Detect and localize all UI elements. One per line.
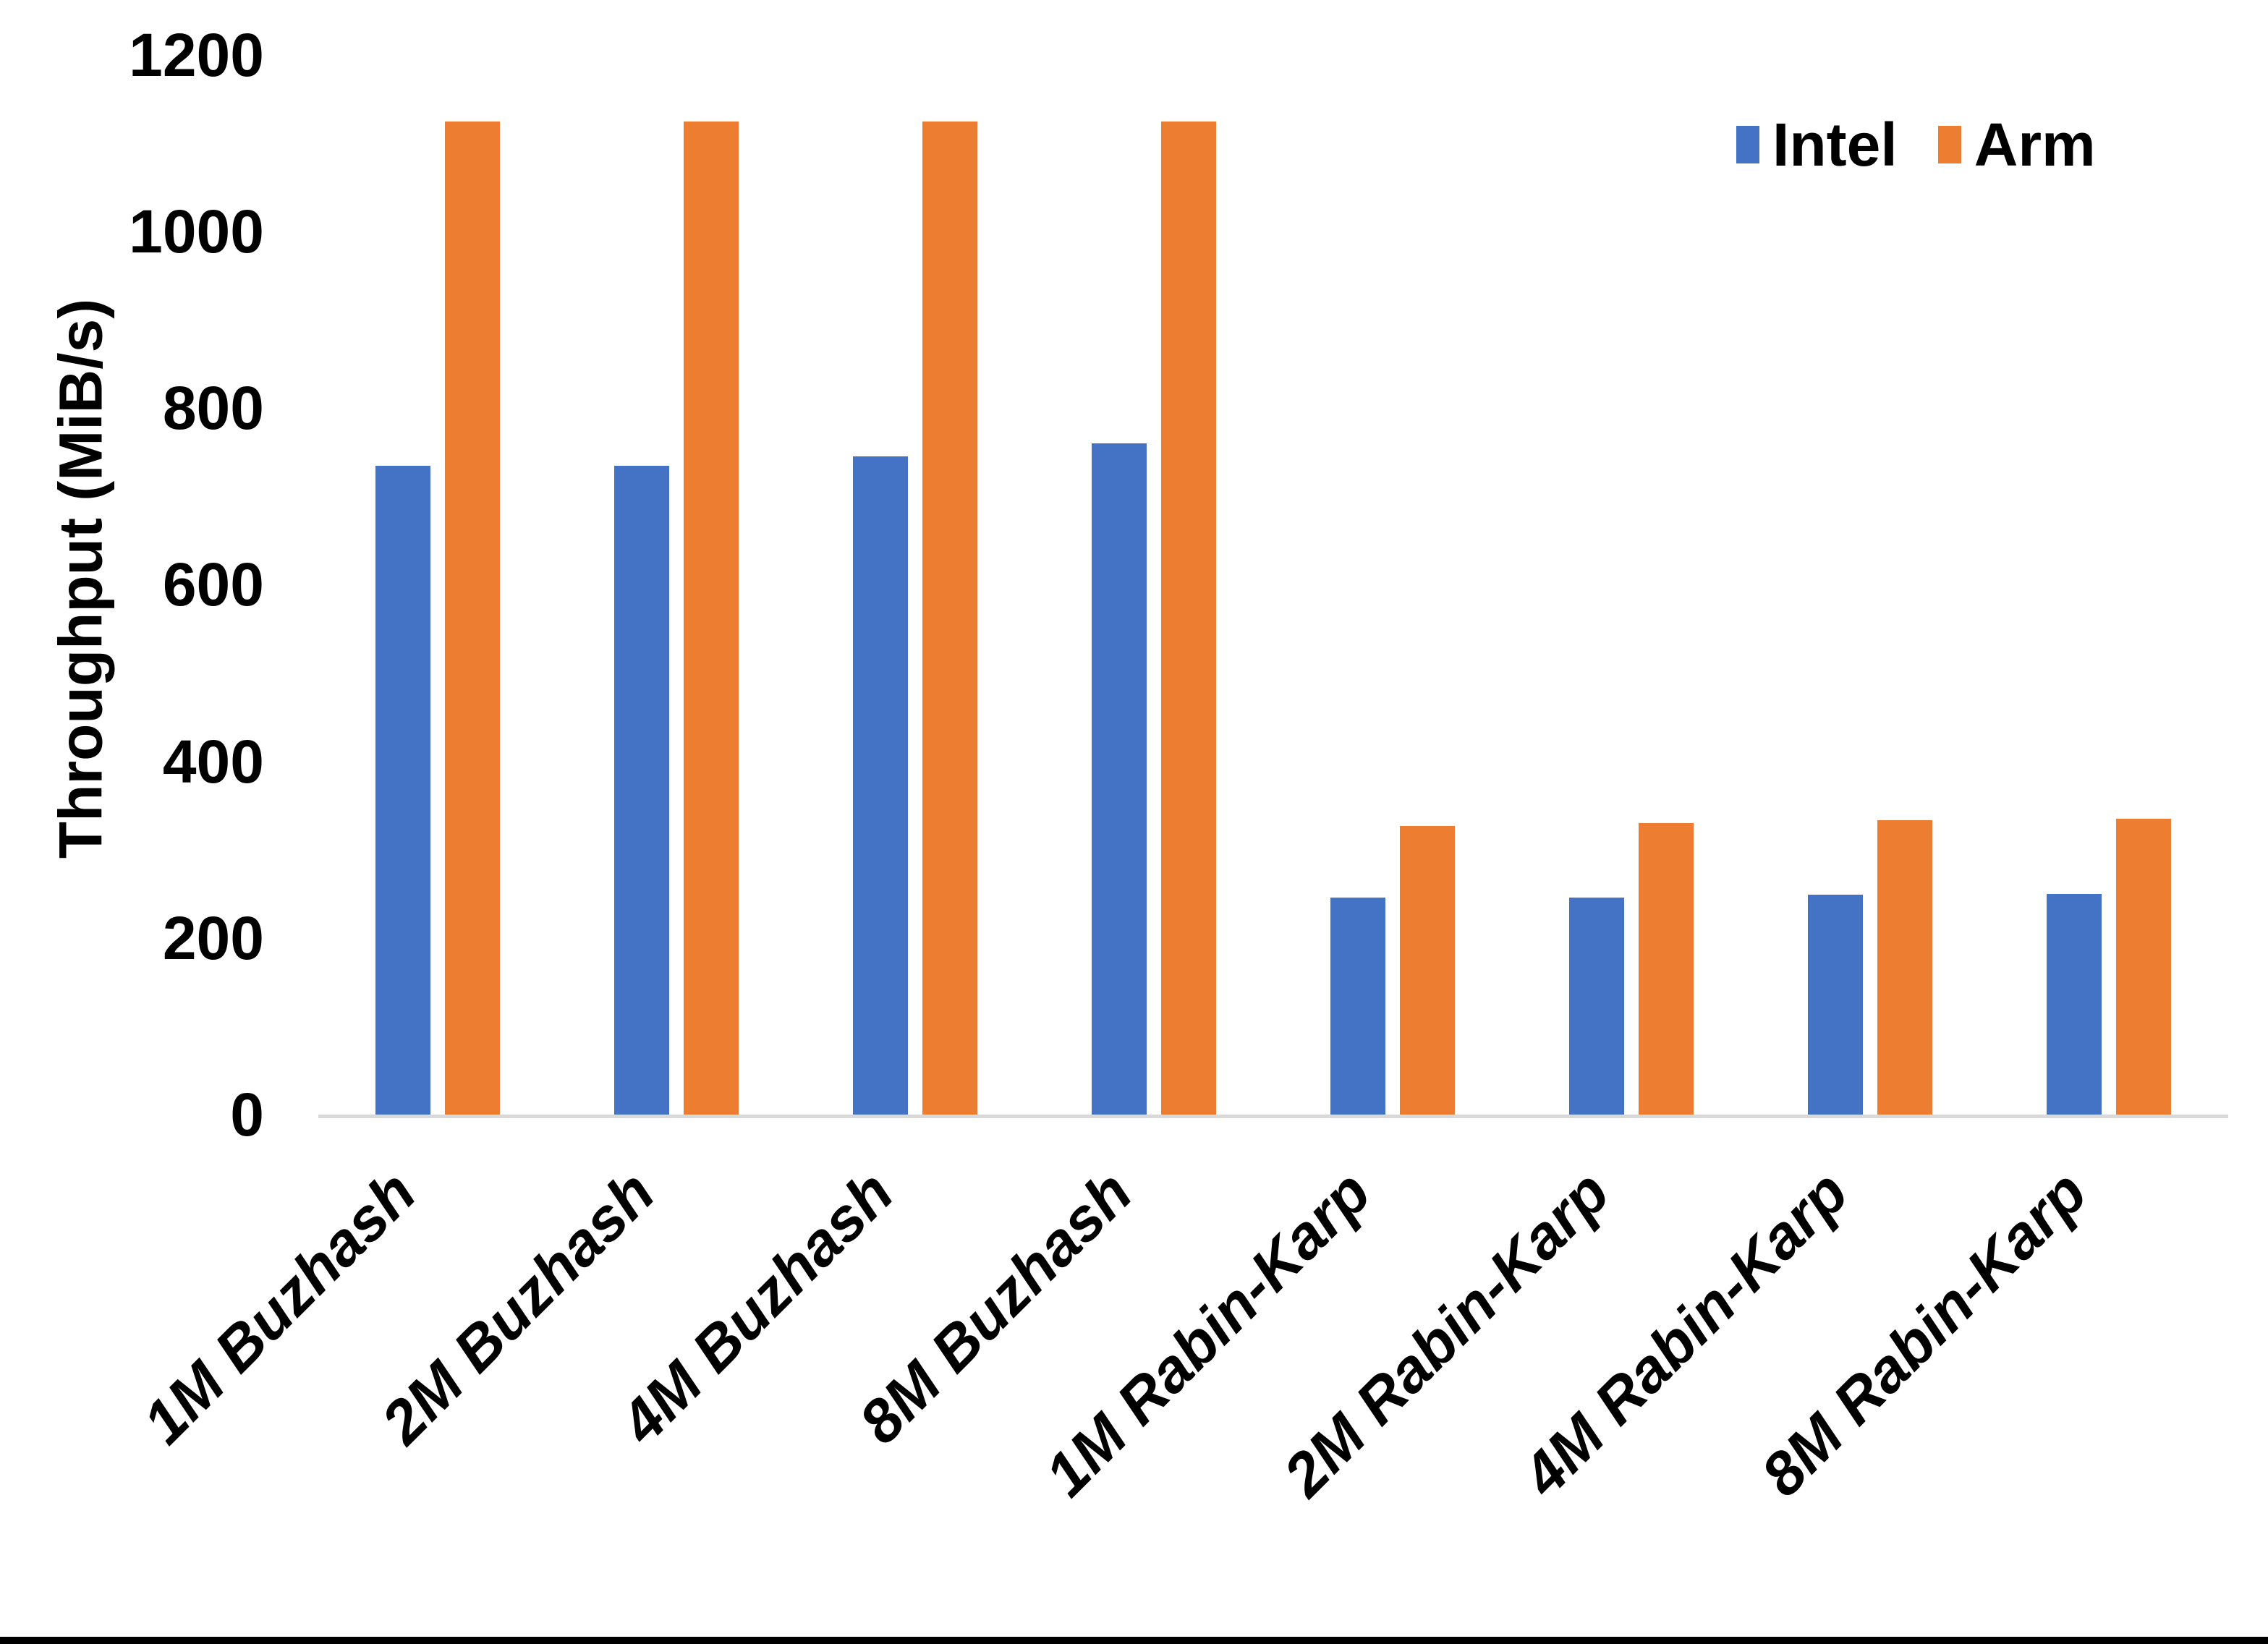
legend-label-arm: Arm [1974,111,2096,179]
bar-arm-4m-buzhash [922,122,977,1115]
y-tick-label-0: 0 [230,1081,264,1149]
bar-arm-8m-rabin-karp [2116,819,2171,1115]
y-tick-label-1000: 1000 [129,197,264,265]
y-tick-label-1200: 1200 [129,21,264,89]
legend-marker-arm [1937,126,1961,163]
bar-group-1m-buzhash [318,55,557,1115]
bar-intel-1m-rabin-karp [1330,898,1385,1115]
bar-intel-4m-rabin-karp [1808,895,1863,1115]
legend-label-intel: Intel [1772,111,1898,179]
bar-group-8m-rabin-karp [1989,55,2228,1115]
bar-arm-1m-rabin-karp [1400,826,1455,1115]
bar-intel-2m-buzhash [614,466,669,1115]
bar-arm-1m-buzhash [445,122,500,1115]
bar-intel-2m-rabin-karp [1569,898,1624,1115]
bar-intel-4m-buzhash [853,456,908,1115]
y-tick-label-400: 400 [162,728,264,796]
bar-group-1m-rabin-karp [1273,55,1512,1115]
legend-marker-intel [1736,126,1759,163]
bar-arm-2m-rabin-karp [1639,823,1694,1115]
bottom-border [0,1637,2268,1644]
bar-group-8m-buzhash [1035,55,1273,1115]
bar-intel-8m-buzhash [1092,443,1147,1115]
y-tick-label-200: 200 [162,904,264,972]
legend-item-intel: Intel [1736,114,1898,175]
bar-group-4m-buzhash [796,55,1035,1115]
legend-item-arm: Arm [1937,111,2096,179]
bar-group-4m-rabin-karp [1751,55,1989,1115]
y-tick-label-800: 800 [162,374,264,442]
bar-group-2m-rabin-karp [1512,55,1751,1115]
x-axis-line [318,1115,2228,1118]
bar-arm-2m-buzhash [684,122,739,1115]
bar-intel-8m-rabin-karp [2047,894,2102,1115]
legend: Intel Arm [1736,114,2096,175]
bar-arm-8m-buzhash [1161,122,1216,1115]
bar-arm-4m-rabin-karp [1877,820,1932,1115]
y-tick-label-600: 600 [162,550,264,618]
bar-group-2m-buzhash [557,55,796,1115]
bar-intel-1m-buzhash [375,466,430,1115]
